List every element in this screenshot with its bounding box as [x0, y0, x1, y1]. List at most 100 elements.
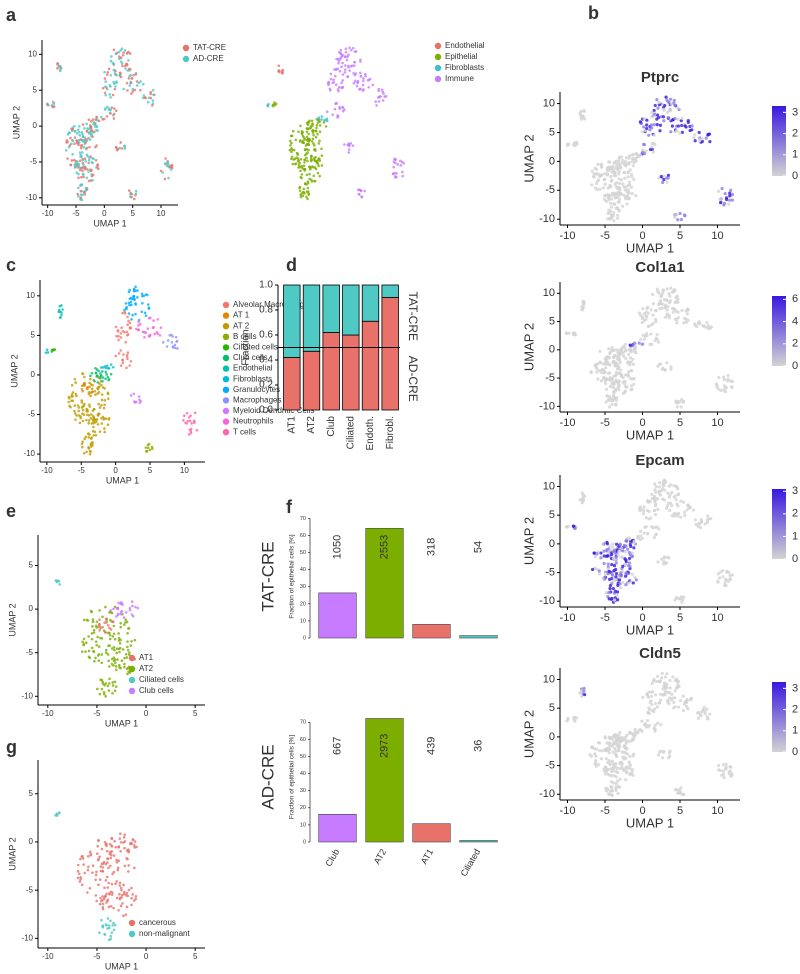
x-tick-label: -5: [78, 466, 86, 475]
cell-point: [675, 405, 679, 409]
cell-point: [108, 637, 112, 641]
cell-point: [104, 631, 107, 634]
cell-point: [91, 173, 95, 177]
cell-point: [121, 329, 125, 333]
cell-point: [290, 150, 293, 154]
cell-point: [103, 399, 107, 402]
cell-point: [600, 164, 604, 169]
cell-point: [130, 77, 134, 80]
cell-point: [109, 628, 113, 631]
cell-point: [85, 450, 88, 454]
legend-label: AT 1: [233, 311, 250, 320]
cell-point: [392, 165, 396, 169]
cell-point: [54, 579, 58, 582]
cell-point: [112, 632, 116, 636]
cell-point: [669, 102, 673, 106]
cell-point: [69, 163, 72, 167]
cell-point: [703, 522, 707, 526]
cell-point: [722, 203, 726, 207]
cell-point: [90, 443, 93, 447]
cell-point: [666, 176, 670, 180]
y-tick-label: -5: [30, 157, 38, 166]
cell-point: [130, 303, 133, 307]
cell-point: [604, 591, 608, 595]
cell-point: [597, 763, 601, 767]
cell-point: [77, 176, 80, 180]
cell-point: [581, 114, 585, 118]
cell-point: [101, 415, 105, 419]
cell-point: [667, 313, 671, 317]
cell-point: [87, 649, 91, 653]
cell-point: [673, 598, 677, 602]
cell-point: [672, 514, 676, 518]
cell-point: [82, 618, 86, 622]
cell-point: [665, 287, 669, 291]
legend-marker: [434, 75, 442, 83]
cell-point: [668, 508, 672, 513]
cell-point: [666, 173, 671, 177]
cell-point: [578, 498, 582, 502]
cell-point: [618, 181, 622, 185]
cell-point: [688, 128, 692, 133]
cell-point: [130, 886, 133, 890]
legend-marker: [182, 44, 190, 52]
y-tick-label: 0.8: [259, 305, 273, 316]
cell-point: [144, 314, 148, 317]
cell-point: [610, 769, 614, 774]
cell-point: [598, 360, 602, 364]
cell-point: [105, 648, 108, 652]
cell-point: [304, 153, 307, 157]
cell-point: [117, 663, 121, 667]
x-tick-label: 0: [144, 709, 149, 718]
panel-label: b: [588, 3, 599, 23]
cell-point: [665, 110, 670, 115]
cell-point: [659, 115, 663, 119]
cell-point: [183, 414, 186, 418]
cell-point: [666, 700, 670, 704]
cell-point: [658, 299, 663, 303]
cell-point: [624, 583, 628, 587]
cell-point: [612, 219, 616, 223]
cell-point: [119, 625, 123, 629]
cell-point: [90, 441, 94, 444]
cell-point: [599, 556, 603, 560]
cell-point: [141, 301, 144, 305]
chart-title: Col1a1: [635, 259, 684, 276]
cell-point: [132, 295, 135, 298]
cell-point: [289, 144, 292, 147]
y-tick-label: 0.2: [259, 380, 273, 391]
cell-point: [299, 193, 303, 197]
cell-point: [123, 864, 127, 868]
cell-point: [655, 332, 659, 337]
cell-point: [103, 886, 106, 890]
cell-point: [624, 373, 628, 377]
cell-point: [109, 363, 113, 366]
cell-point: [617, 187, 622, 192]
cell-point: [107, 892, 111, 895]
cell-point: [603, 735, 607, 739]
y-axis-label: UMAP 2: [9, 354, 19, 387]
x-tick-label: 5: [193, 709, 198, 718]
cell-point: [104, 923, 108, 926]
cell-point: [81, 123, 85, 126]
cell-point: [603, 182, 607, 186]
cell-point: [593, 566, 597, 570]
cell-point: [580, 501, 584, 505]
cell-point: [716, 764, 721, 768]
cell-point: [118, 892, 121, 896]
cell-point: [294, 138, 298, 142]
legend-label: AD-CRE: [193, 54, 224, 63]
cell-point: [627, 375, 631, 379]
y-tick-label: 10: [300, 822, 306, 828]
cell-point: [79, 878, 82, 881]
bar: [412, 823, 451, 843]
cell-point: [640, 151, 644, 155]
cell-point: [331, 113, 335, 117]
x-tick-label: AT2: [306, 416, 317, 434]
cell-point: [653, 701, 658, 706]
cell-point: [611, 399, 615, 403]
cell-point: [675, 294, 679, 298]
cell-point: [311, 137, 315, 141]
cell-point: [649, 690, 654, 694]
cell-point: [599, 379, 604, 383]
